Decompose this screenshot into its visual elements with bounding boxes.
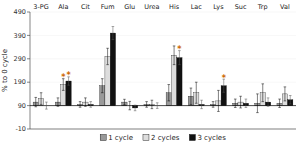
- error-bar: [112, 27, 115, 40]
- significance-star: *: [177, 45, 182, 54]
- x-tick-label: Cit: [81, 3, 90, 11]
- x-tick-label: Ala: [58, 3, 68, 11]
- x-tick-label: Urea: [144, 3, 159, 11]
- error-bar: [239, 96, 242, 108]
- error-bar: [289, 96, 292, 104]
- legend: 1 cycle 2 cycles 3 cycles: [100, 134, 226, 142]
- error-bar: [167, 85, 170, 101]
- baseline: [30, 105, 296, 106]
- grid-line: [30, 105, 296, 106]
- error-bar: [190, 88, 193, 104]
- error-bar: [173, 46, 176, 65]
- x-tick-label: Trp: [257, 3, 268, 11]
- y-tick-label: 90: [18, 102, 26, 110]
- grid-line: [30, 129, 296, 130]
- significance-star: *: [61, 73, 66, 82]
- x-tick-label: His: [169, 3, 180, 11]
- error-bar: [245, 99, 248, 107]
- legend-swatch: [189, 135, 195, 141]
- legend-item: 3 cycles: [189, 134, 226, 142]
- y-tick-label: 190: [14, 78, 26, 86]
- error-bar: [128, 101, 131, 109]
- x-tick-label: Fum: [101, 3, 115, 11]
- y-axis-line: [30, 12, 31, 129]
- x-tick-label: Val: [280, 3, 290, 11]
- y-tick: [27, 129, 30, 130]
- error-bar: [278, 99, 281, 107]
- legend-swatch: [100, 135, 106, 141]
- error-bar: [40, 93, 43, 105]
- error-bar: [145, 102, 148, 108]
- error-bar: [217, 90, 220, 111]
- error-bar: [84, 98, 87, 106]
- y-tick-label: 390: [14, 32, 26, 40]
- error-bar: [57, 98, 60, 106]
- error-bar: [101, 79, 104, 93]
- error-bar: [34, 97, 37, 106]
- bar: [110, 33, 115, 106]
- legend-label: 2 cycles: [151, 134, 180, 142]
- legend-label: 1 cycle: [108, 134, 133, 142]
- legend-item: 2 cycles: [143, 134, 180, 142]
- error-bar: [212, 102, 215, 108]
- chart: -10 90 190 290 390 490 % to 0 cycle 3-PG Ala Cit F…: [0, 0, 300, 145]
- x-axis-line: [30, 129, 296, 130]
- error-bar: [195, 82, 198, 103]
- error-bar: [45, 102, 48, 109]
- error-bar: [151, 100, 154, 108]
- y-tick: [27, 105, 30, 106]
- error-bar: [234, 99, 237, 107]
- y-tick-label: 290: [14, 55, 26, 63]
- y-tick: [27, 82, 30, 83]
- legend-swatch: [143, 135, 149, 141]
- error-bar: [200, 100, 203, 108]
- significance-star: *: [66, 71, 71, 80]
- error-bar: [156, 103, 159, 109]
- grid-line: [30, 35, 296, 36]
- legend-item: 1 cycle: [100, 134, 133, 142]
- y-axis-label: % to 0 cycle: [1, 49, 9, 92]
- x-tick-label: Lac: [191, 3, 203, 11]
- y-tick-label: 490: [14, 8, 26, 16]
- y-tick: [27, 35, 30, 36]
- y-tick-label: -10: [15, 125, 26, 133]
- y-tick: [27, 58, 30, 59]
- legend-label: 3 cycles: [197, 134, 226, 142]
- error-bar: [261, 84, 264, 102]
- plot-marks: [30, 27, 296, 113]
- x-tick-label: Glu: [124, 3, 135, 11]
- error-bar: [284, 87, 287, 101]
- x-tick-label: Lys: [213, 3, 224, 11]
- error-bar: [106, 48, 109, 64]
- grid-line: [30, 58, 296, 59]
- error-bar: [267, 98, 270, 106]
- error-bar: [134, 105, 137, 111]
- x-tick-label: 3-PG: [33, 3, 48, 11]
- error-bar: [256, 94, 259, 113]
- error-bar: [123, 99, 126, 105]
- significance-star: *: [222, 74, 227, 83]
- x-tick-label: Suc: [235, 3, 247, 11]
- y-tick: [27, 12, 30, 13]
- error-bar: [89, 102, 92, 108]
- grid-line: [30, 12, 296, 13]
- error-bar: [79, 102, 82, 108]
